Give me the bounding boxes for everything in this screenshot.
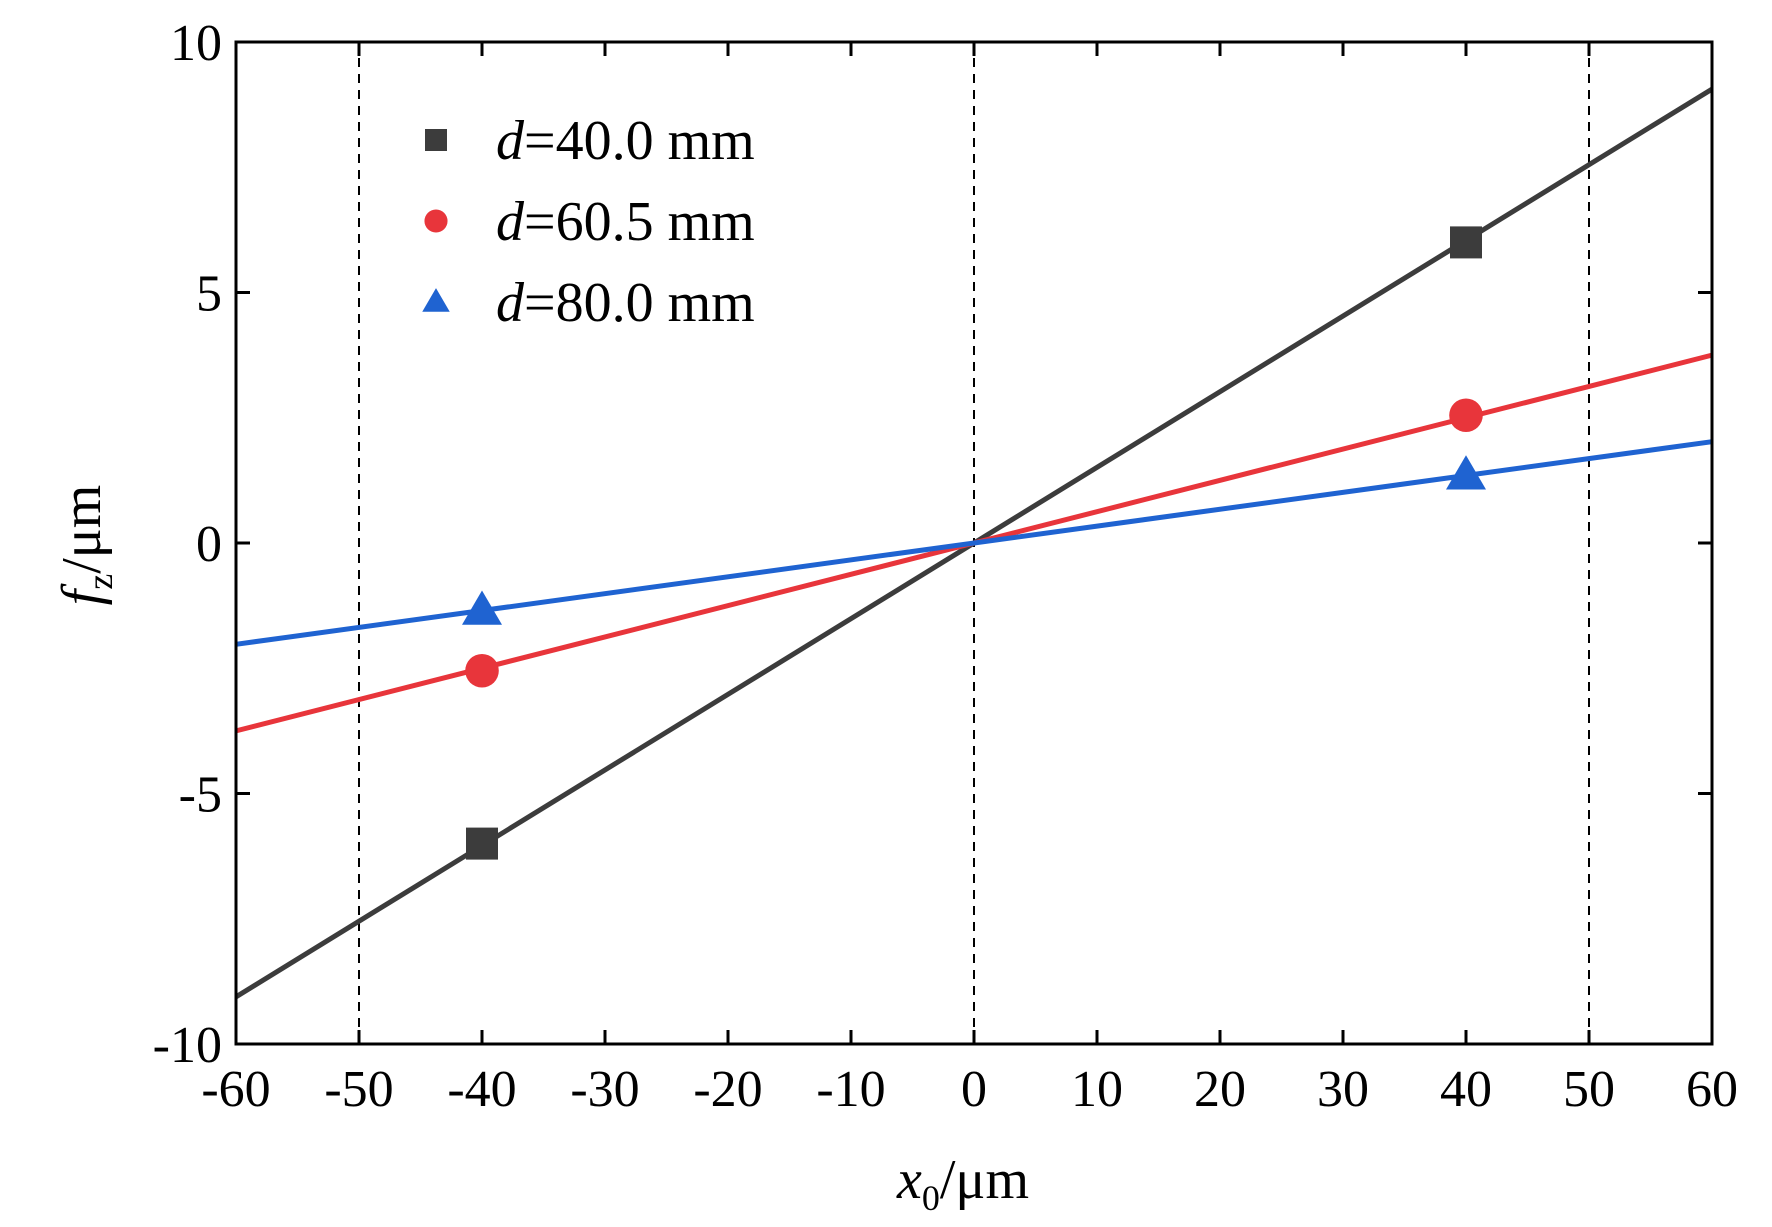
y-tick-label: 0 bbox=[196, 516, 222, 573]
series-layer bbox=[234, 86, 1714, 1000]
y-tick-label: -10 bbox=[153, 1017, 222, 1074]
x-tick-label: 10 bbox=[1071, 1061, 1123, 1118]
y-tick-label: 5 bbox=[196, 266, 222, 323]
legend-marker bbox=[424, 209, 448, 233]
x-tick-label: -60 bbox=[201, 1061, 270, 1118]
legend-label: d=60.5 mm bbox=[496, 191, 755, 253]
x-tick-label: 0 bbox=[961, 1061, 987, 1118]
data-point bbox=[1450, 226, 1482, 259]
x-tick-label: -20 bbox=[693, 1061, 762, 1118]
x-axis-label: x0/μm bbox=[896, 1149, 1029, 1218]
legend-label: d=40.0 mm bbox=[496, 110, 755, 172]
y-tick-label: 10 bbox=[170, 15, 222, 72]
data-point bbox=[1446, 455, 1486, 490]
x-tick-label: -50 bbox=[324, 1061, 393, 1118]
data-point bbox=[466, 827, 498, 860]
x-tick-label: 20 bbox=[1194, 1061, 1246, 1118]
data-point bbox=[462, 590, 502, 625]
series-triangle bbox=[235, 439, 1713, 647]
data-point bbox=[465, 653, 499, 688]
legend-label: d=80.0 mm bbox=[496, 272, 755, 334]
x-tick-label: -40 bbox=[447, 1061, 516, 1118]
x-tick-label: -30 bbox=[570, 1061, 639, 1118]
x-tick-label: -10 bbox=[816, 1061, 885, 1118]
y-tick-label: -5 bbox=[179, 767, 222, 824]
data-point bbox=[1449, 398, 1483, 433]
x-tick-label: 60 bbox=[1686, 1061, 1738, 1118]
x-tick-label: 50 bbox=[1563, 1061, 1615, 1118]
fit-line bbox=[235, 439, 1713, 647]
legend-marker bbox=[422, 288, 450, 312]
y-axis-label: fz/μm bbox=[51, 485, 120, 606]
legend: d=40.0 mm d=60.5 mm d=80.0 mm bbox=[422, 110, 755, 334]
x-tick-label: 40 bbox=[1440, 1061, 1492, 1118]
x-tick-label: 30 bbox=[1317, 1061, 1369, 1118]
legend-marker bbox=[425, 129, 447, 151]
